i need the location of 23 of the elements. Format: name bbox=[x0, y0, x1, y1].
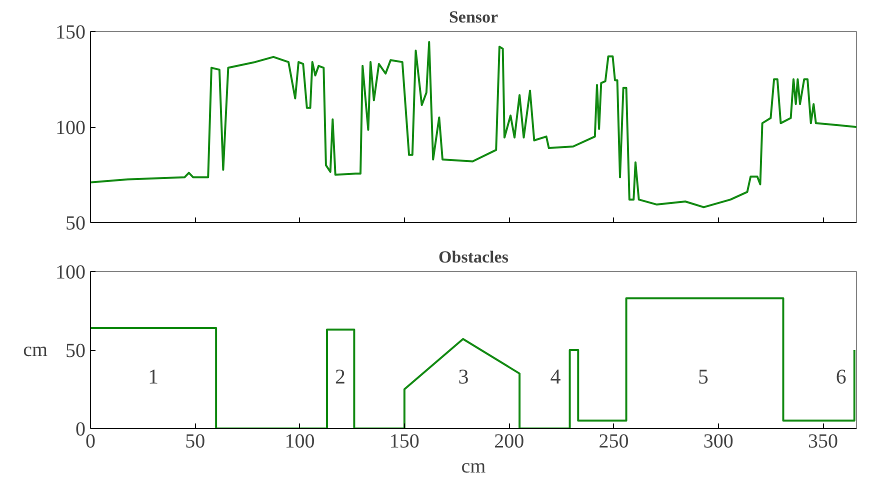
x-axis-title: cm bbox=[461, 456, 486, 478]
x-tick-label: 50 bbox=[185, 430, 206, 452]
y-tick-label: 50 bbox=[66, 212, 86, 234]
x-tick-label: 300 bbox=[703, 430, 734, 452]
x-tick-label: 150 bbox=[389, 430, 420, 452]
y-tick-label: 100 bbox=[56, 262, 86, 284]
annotation: 2 bbox=[334, 364, 346, 389]
annotation: 4 bbox=[550, 364, 562, 389]
y-tick-label: 150 bbox=[56, 22, 86, 44]
y-tick-label: 50 bbox=[66, 340, 86, 362]
chart-title: Obstacles bbox=[438, 248, 509, 266]
annotation: 1 bbox=[148, 364, 159, 389]
line-series bbox=[90, 41, 856, 208]
y-tick-label: 100 bbox=[56, 117, 86, 139]
y-axis-title: cm bbox=[23, 339, 48, 361]
annotation: 3 bbox=[458, 364, 469, 389]
x-tick-label: 100 bbox=[284, 430, 315, 452]
x-tick-label: 350 bbox=[808, 430, 838, 452]
annotation: 6 bbox=[836, 364, 846, 389]
chart-title: Sensor bbox=[448, 8, 499, 26]
x-tick-label: 250 bbox=[598, 430, 629, 452]
annotation: 5 bbox=[698, 364, 709, 389]
x-tick-label: 200 bbox=[494, 430, 524, 452]
